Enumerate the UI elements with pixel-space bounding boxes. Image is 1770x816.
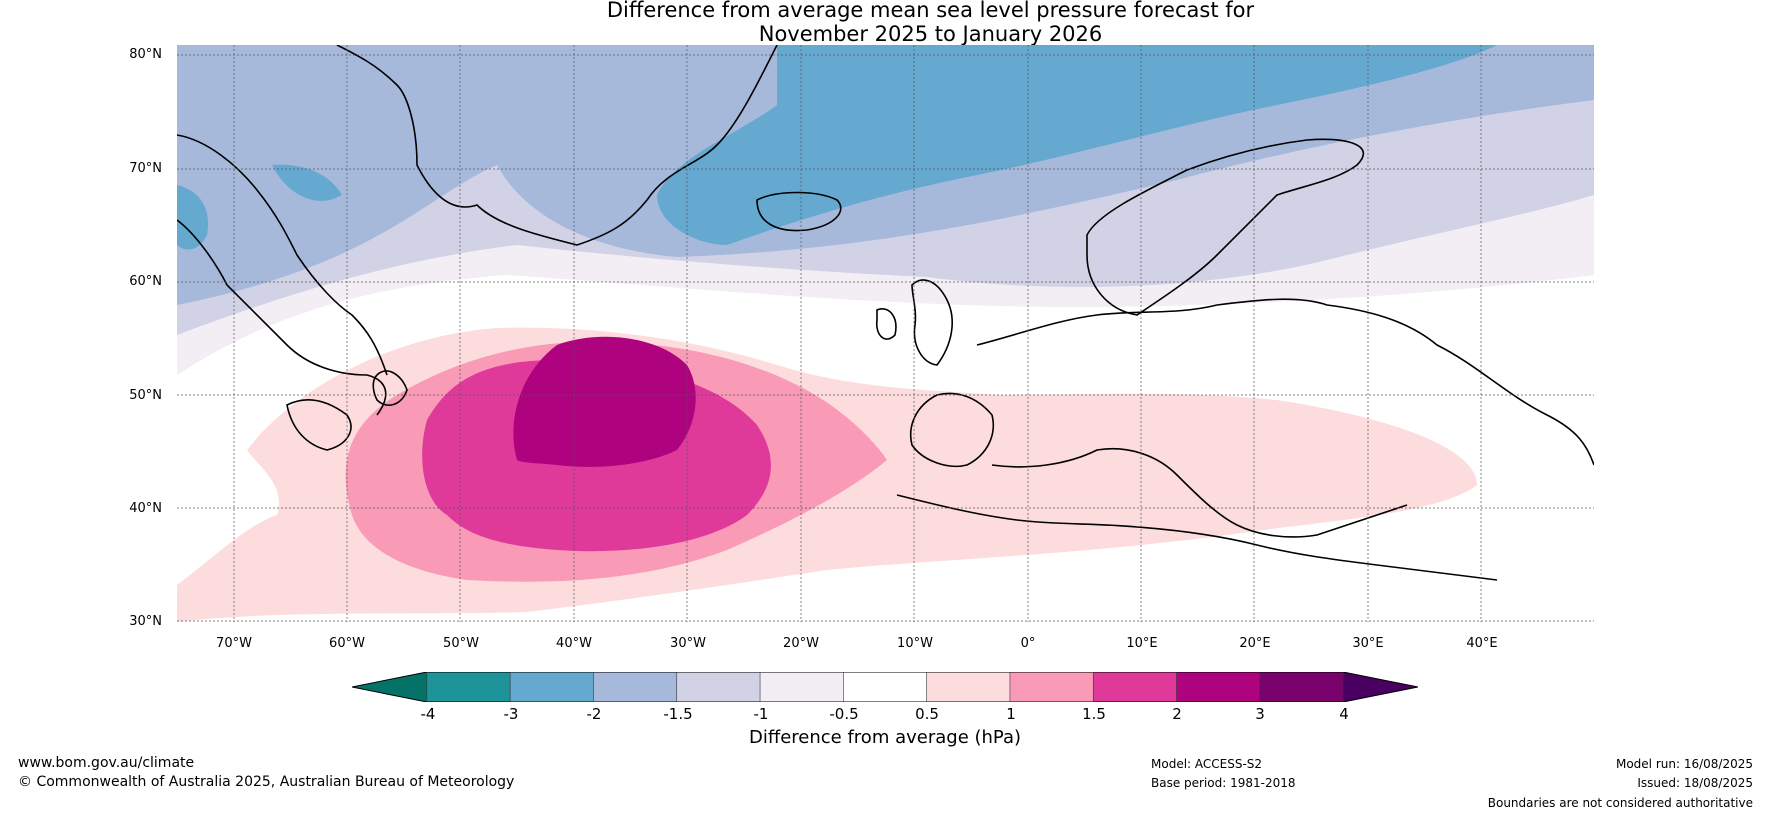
lon-label-20w: 20°W [783,636,819,651]
colorbar-tick-neg1: -1 [753,705,769,723]
copyright: © Commonwealth of Australia 2025, Austra… [18,774,515,790]
lat-label-30n: 30°N [129,614,162,629]
lon-label-10e: 10°E [1126,636,1158,651]
colorbar-cell [510,672,594,702]
band-neg-2-to-neg-3-far-west [177,185,208,250]
website-url: www.bom.gov.au/climate [18,755,195,771]
lon-label-30e: 30°E [1352,636,1384,651]
colorbar-extend-min [352,672,427,702]
band-neg-2-to-neg-3 [657,45,1497,245]
colorbar-tick-1.5: 1.5 [1082,705,1106,723]
band-2-to-3 [513,336,696,467]
colorbar-cell [843,672,928,702]
colorbar-cell [1176,672,1261,702]
lat-label-40n: 40°N [129,501,162,516]
lon-label-50w: 50°W [443,636,479,651]
lat-label-80n: 80°N [129,47,162,62]
lat-label-70n: 70°N [129,161,162,176]
colorbar-tick-4: 4 [1339,705,1349,723]
colorbar-cell [593,672,678,702]
band-neg-2-to-neg-3-west [272,164,342,201]
map-title: Difference from average mean sea level p… [0,0,1770,46]
colorbar-cell [926,672,1011,702]
lon-label-70w: 70°W [216,636,252,651]
model-run-date: Model run: 16/08/2025 [1615,757,1753,771]
lon-label-40e: 40°E [1466,636,1498,651]
colorbar-tick-neg2: -2 [586,705,602,723]
colorbar-cell [1093,672,1178,702]
lon-label-0: 0° [1020,636,1036,651]
colorbar-tick-1: 1 [1006,705,1016,723]
colorbar-tick-neg3: -3 [503,705,519,723]
lon-label-40w: 40°W [556,636,592,651]
colorbar-tick-3: 3 [1255,705,1265,723]
colorbar-tick-neg0.5: -0.5 [829,705,859,723]
boundaries-disclaimer: Boundaries are not considered authoritat… [1487,796,1753,810]
base-period: Base period: 1981-2018 [1151,776,1296,790]
title-line-1: Difference from average mean sea level p… [606,0,1255,22]
title-line-2: November 2025 to January 2026 [758,22,1103,46]
colorbar-cell [1009,672,1094,702]
colorbar-tick-neg1.5: -1.5 [663,705,693,723]
forecast-map [177,45,1594,622]
lon-label-30w: 30°W [670,636,706,651]
graticule [177,45,1594,622]
colorbar-cell [1259,672,1344,702]
colorbar-cells [352,672,1418,702]
colorbar-tick-2: 2 [1172,705,1182,723]
lat-label-60n: 60°N [129,274,162,289]
coastlines [177,45,1594,581]
lat-label-50n: 50°N [129,388,162,403]
issued-date: Issued: 18/08/2025 [1637,776,1753,790]
colorbar-cell [676,672,761,702]
lon-label-10w: 10°W [897,636,933,651]
colorbar-cell [760,672,844,702]
map-svg [177,45,1594,622]
model-name: Model: ACCESS-S2 [1151,757,1263,771]
colorbar-extend-max [1343,672,1418,702]
lon-label-20e: 20°E [1239,636,1271,651]
colorbar-tick-neg4: -4 [420,705,436,723]
colorbar [352,672,1418,702]
colorbar-tick-0.5: 0.5 [915,705,939,723]
colorbar-cell [426,672,511,702]
colorbar-label: Difference from average (hPa) [748,727,1022,748]
lon-label-60w: 60°W [329,636,365,651]
